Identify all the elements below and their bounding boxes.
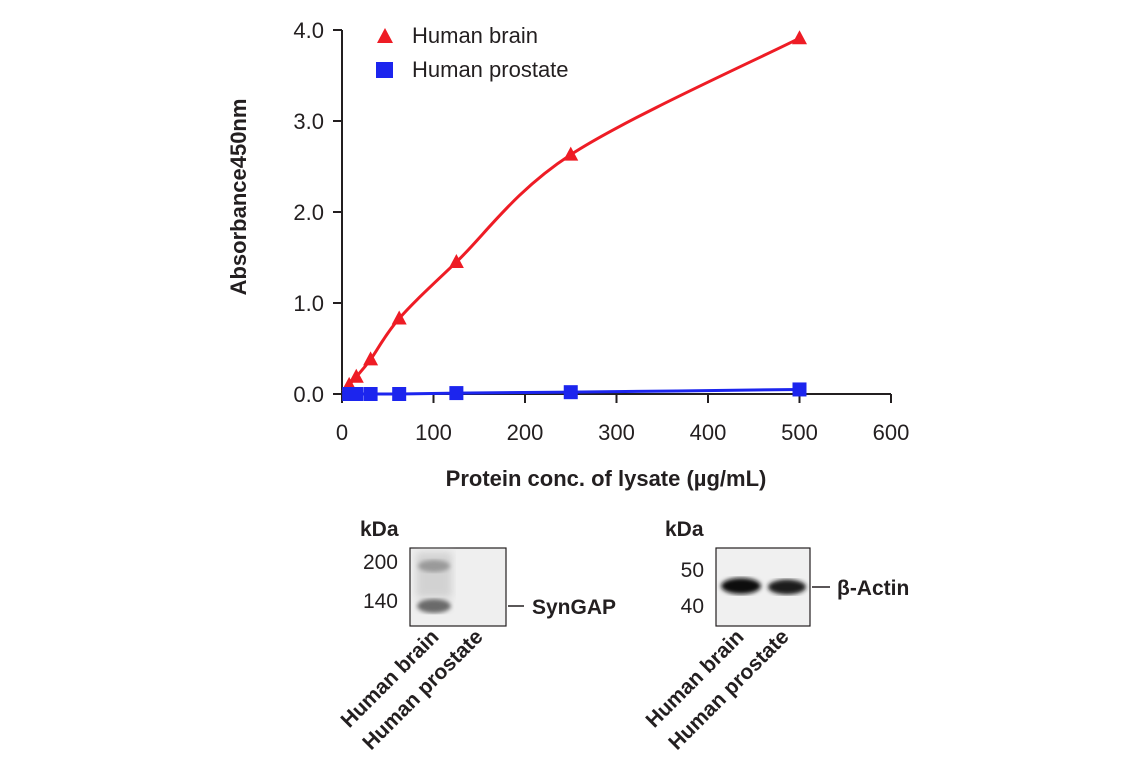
legend-marker-human-prostate — [376, 62, 393, 78]
fit-curves — [348, 36, 801, 396]
blot2-band-human-brain — [721, 578, 761, 594]
data-point-human-brain — [363, 351, 379, 366]
x-tick-label: 600 — [873, 420, 910, 445]
data-point-human-prostate — [792, 382, 807, 397]
elisa-chart: 0 100 200 300 400 500 600 0.0 1.0 2.0 3.0 4.0 Prot… — [226, 18, 909, 491]
y-tick-label: 3.0 — [293, 109, 324, 134]
legend-marker-human-brain — [377, 28, 393, 43]
fit-curve-human-brain — [348, 36, 801, 386]
data-point-human-prostate — [563, 385, 578, 400]
blot1-kda-label: kDa — [360, 518, 399, 541]
x-tick-label: 100 — [415, 420, 452, 445]
y-tick-label: 1.0 — [293, 291, 324, 316]
blot2-kda-label: kDa — [665, 518, 704, 541]
western-blot-syngap: kDa 200 140 SynGAP Human brain Human pro… — [337, 518, 617, 755]
data-point-human-brain — [563, 146, 579, 161]
legend-label-human-prostate: Human prostate — [412, 57, 569, 82]
x-tick-label: 0 — [336, 420, 348, 445]
chart-axes — [341, 30, 891, 395]
y-tick-label: 2.0 — [293, 200, 324, 225]
data-points — [341, 30, 807, 401]
x-tick-label: 400 — [690, 420, 727, 445]
blot1-marker-200: 200 — [363, 551, 398, 574]
blot1-band-200 — [418, 560, 450, 572]
blot2-band-human-prostate — [768, 579, 806, 595]
x-tick-label: 300 — [598, 420, 635, 445]
x-ticks: 0 100 200 300 400 500 600 — [336, 394, 909, 445]
legend-label-human-brain: Human brain — [412, 23, 538, 48]
data-point-human-prostate — [392, 387, 407, 401]
blot1-band-label: SynGAP — [532, 596, 616, 619]
blot1-smear — [416, 552, 452, 598]
y-tick-label: 4.0 — [293, 18, 324, 43]
x-axis-label: Protein conc. of lysate (µg/mL) — [446, 466, 767, 491]
data-point-human-prostate — [349, 387, 364, 401]
x-tick-label: 200 — [507, 420, 544, 445]
data-point-human-brain — [391, 310, 407, 325]
y-tick-label: 0.0 — [293, 382, 324, 407]
blot2-band-label: β-Actin — [837, 577, 909, 600]
data-point-human-brain — [348, 368, 364, 383]
x-tick-label: 500 — [781, 420, 818, 445]
y-axis-label: Absorbance450nm — [226, 99, 251, 296]
western-blot-beta-actin: kDa 50 40 β-Actin Human brain Human pros… — [642, 518, 910, 755]
blot1-lane-human-brain — [416, 552, 452, 613]
blot1-band-syngap — [417, 599, 451, 613]
data-point-human-prostate — [449, 386, 464, 401]
data-point-human-brain — [448, 254, 464, 269]
data-point-human-brain — [792, 30, 807, 45]
legend: Human brain Human prostate — [376, 23, 569, 82]
y-ticks: 0.0 1.0 2.0 3.0 4.0 — [293, 18, 342, 407]
blot1-marker-140: 140 — [363, 590, 398, 613]
blot2-marker-40: 40 — [681, 595, 704, 618]
data-point-human-prostate — [363, 387, 378, 401]
blot2-marker-50: 50 — [681, 559, 704, 582]
